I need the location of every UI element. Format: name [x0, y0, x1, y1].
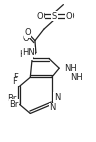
Text: HN: HN — [22, 48, 35, 57]
Text: S: S — [52, 12, 57, 20]
Text: O: O — [66, 12, 72, 20]
Text: N: N — [49, 103, 56, 112]
Text: F: F — [12, 77, 17, 86]
Text: O: O — [37, 12, 43, 20]
Text: O: O — [24, 28, 31, 37]
Text: Br: Br — [9, 100, 19, 109]
Text: O: O — [68, 12, 74, 20]
Text: N: N — [54, 93, 60, 102]
Text: O: O — [22, 35, 29, 43]
Text: O: O — [38, 12, 45, 20]
Text: HN: HN — [19, 51, 32, 59]
Text: NH: NH — [64, 64, 77, 73]
Text: S: S — [52, 12, 57, 20]
Text: F: F — [13, 73, 18, 82]
Text: NH: NH — [70, 73, 83, 82]
Text: Br: Br — [7, 94, 16, 103]
